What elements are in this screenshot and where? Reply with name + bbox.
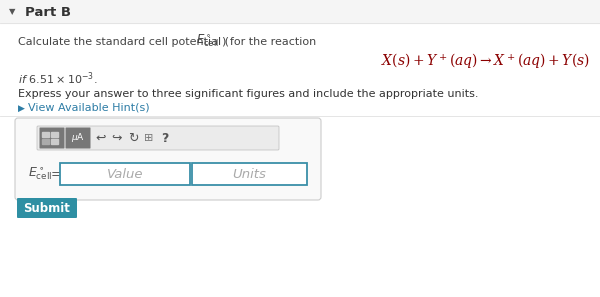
FancyBboxPatch shape [37, 126, 279, 150]
Bar [0, 0, 600, 23]
Bar [51, 138, 58, 144]
Text: $X(s) + Y^+(aq) \rightarrow X^+(aq) + Y(s)$: $X(s) + Y^+(aq) \rightarrow X^+(aq) + Y(… [381, 51, 590, 71]
FancyBboxPatch shape [40, 127, 65, 148]
Text: Submit: Submit [23, 201, 70, 214]
Text: Value: Value [107, 168, 143, 181]
Text: $E^\circ_{\rm cell}$: $E^\circ_{\rm cell}$ [196, 33, 219, 49]
Text: ▼: ▼ [9, 7, 15, 17]
Text: View Available Hint(s): View Available Hint(s) [28, 103, 149, 113]
Text: Calculate the standard cell potential (: Calculate the standard cell potential ( [18, 37, 229, 47]
Text: ↻: ↻ [128, 132, 138, 145]
Text: $\it{if}\ 6.51 \times 10^{-3}.$: $\it{if}\ 6.51 \times 10^{-3}.$ [18, 71, 97, 87]
Text: Express your answer to three significant figures and include the appropriate uni: Express your answer to three significant… [18, 89, 479, 99]
Bar [192, 163, 307, 185]
Text: $\mu$A: $\mu$A [71, 132, 85, 145]
Text: ▶: ▶ [18, 103, 25, 113]
FancyBboxPatch shape [17, 198, 77, 218]
Bar [60, 163, 190, 185]
Bar [51, 132, 58, 137]
Text: ) for the reaction: ) for the reaction [222, 37, 316, 47]
Text: ↩: ↩ [96, 132, 106, 145]
Bar [42, 132, 49, 137]
Text: Units: Units [232, 168, 266, 181]
Text: ↪: ↪ [112, 132, 122, 145]
Bar [42, 138, 49, 144]
Text: =: = [51, 168, 62, 181]
Text: Part B: Part B [25, 6, 71, 18]
Text: $E^\circ_{\rm cell}$: $E^\circ_{\rm cell}$ [28, 166, 52, 182]
FancyBboxPatch shape [65, 127, 91, 148]
Text: ⊞: ⊞ [145, 133, 154, 143]
Text: ?: ? [161, 132, 169, 145]
FancyBboxPatch shape [15, 118, 321, 200]
